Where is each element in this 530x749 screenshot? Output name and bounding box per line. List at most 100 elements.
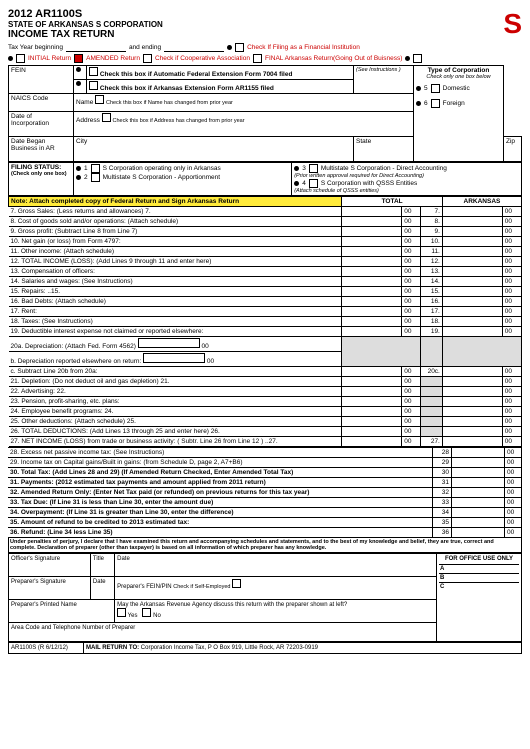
- line-21-ar[interactable]: [442, 377, 502, 387]
- cents: 00: [402, 387, 421, 397]
- line-15-total[interactable]: [342, 287, 402, 297]
- filing-1-checkbox[interactable]: [91, 164, 100, 173]
- line-29-val[interactable]: [452, 458, 505, 468]
- line-13-ar[interactable]: [442, 267, 502, 277]
- yes-label: Yes: [128, 613, 138, 619]
- line-12-ar[interactable]: [442, 257, 502, 267]
- line-9-ar[interactable]: [442, 227, 502, 237]
- line-8-total[interactable]: [342, 217, 402, 227]
- line-35-val[interactable]: [452, 518, 505, 528]
- self-employed-label: Check if Self-Employed: [173, 584, 230, 590]
- initial-return-checkbox[interactable]: [16, 54, 25, 63]
- line-25-ar[interactable]: [442, 417, 502, 427]
- line-26-ar[interactable]: [442, 427, 502, 437]
- line-22-ar[interactable]: [442, 387, 502, 397]
- line-7-ar[interactable]: [442, 207, 502, 217]
- yes-checkbox[interactable]: [117, 608, 126, 617]
- line-26-total[interactable]: [342, 427, 402, 437]
- line-22-total[interactable]: [342, 387, 402, 397]
- line-30-val[interactable]: [452, 468, 505, 478]
- line-28-val[interactable]: [452, 448, 505, 458]
- line-14-ar[interactable]: [442, 277, 502, 287]
- line-12-total[interactable]: [342, 257, 402, 267]
- line-18-total[interactable]: [342, 317, 402, 327]
- line-24-ar[interactable]: [442, 407, 502, 417]
- zip-label: Zip: [506, 138, 515, 145]
- coop-checkbox[interactable]: [143, 54, 152, 63]
- line-24-total[interactable]: [342, 407, 402, 417]
- line-15-ar[interactable]: [442, 287, 502, 297]
- domestic-checkbox[interactable]: [431, 84, 440, 93]
- cents: 00: [502, 307, 521, 317]
- line-36-val[interactable]: [452, 528, 505, 538]
- no-label: No: [153, 613, 161, 619]
- line-27-total[interactable]: [342, 437, 402, 447]
- cents: 00: [402, 207, 421, 217]
- line-20b-input[interactable]: [143, 353, 205, 363]
- addr-changed-checkbox[interactable]: [102, 113, 111, 122]
- line-35: 35. Amount of refund to be credited to 2…: [8, 518, 433, 528]
- cents: 00: [402, 227, 421, 237]
- line-11-ar[interactable]: [442, 247, 502, 257]
- line-8-ar[interactable]: [442, 217, 502, 227]
- name-changed-checkbox[interactable]: [95, 95, 104, 104]
- line-16-ar[interactable]: [442, 297, 502, 307]
- no-checkbox[interactable]: [142, 608, 151, 617]
- line-11-num: 11.: [421, 247, 442, 257]
- ar-ext-checkbox[interactable]: [89, 81, 98, 90]
- line-17-ar[interactable]: [442, 307, 502, 317]
- tax-year-begin-input[interactable]: [66, 43, 126, 52]
- mail-address: Corporation Income Tax, P O Box 919, Lit…: [141, 645, 318, 651]
- line-10-total[interactable]: [342, 237, 402, 247]
- line-23-total[interactable]: [342, 397, 402, 407]
- line-11-total[interactable]: [342, 247, 402, 257]
- line-16-total[interactable]: [342, 297, 402, 307]
- final-return-checkbox[interactable]: [253, 54, 262, 63]
- line-21: 21. Depletion: (Do not deduct oil and ga…: [9, 377, 342, 387]
- see-instructions-label: (See Instructions ): [356, 67, 401, 73]
- line-19-ar[interactable]: [442, 327, 502, 337]
- line-32-val[interactable]: [452, 488, 505, 498]
- line-18-ar[interactable]: [442, 317, 502, 327]
- line-31-val[interactable]: [452, 478, 505, 488]
- state-line: STATE OF ARKANSAS S CORPORATION: [8, 20, 163, 29]
- tax-year-end-input[interactable]: [164, 43, 224, 52]
- line-23-ar[interactable]: [442, 397, 502, 407]
- amended-return-checkbox[interactable]: [74, 54, 83, 63]
- line-13-total[interactable]: [342, 267, 402, 277]
- filing-4-checkbox[interactable]: [309, 179, 318, 188]
- cents: 00: [502, 267, 521, 277]
- preparer-sig-label: Preparer's Signature: [11, 579, 66, 585]
- doi-input[interactable]: [11, 127, 71, 135]
- line-25-total[interactable]: [342, 417, 402, 427]
- line-9-total[interactable]: [342, 227, 402, 237]
- line-20a-input[interactable]: [138, 338, 200, 348]
- gray-block: [342, 337, 421, 367]
- financial-institution-checkbox[interactable]: [235, 43, 244, 52]
- cents: 00: [402, 327, 421, 337]
- fed-ext-checkbox[interactable]: [89, 67, 98, 76]
- line-7-total[interactable]: [342, 207, 402, 217]
- line-27-ar[interactable]: [442, 437, 502, 447]
- line-21-total[interactable]: [342, 377, 402, 387]
- line-33-val[interactable]: [452, 498, 505, 508]
- line-20c-ar[interactable]: [442, 367, 502, 377]
- filing-2-checkbox[interactable]: [91, 173, 100, 182]
- foreign-checkbox[interactable]: [431, 99, 440, 108]
- dbar-input[interactable]: [11, 152, 71, 160]
- fein-input[interactable]: [11, 74, 71, 84]
- line-14-total[interactable]: [342, 277, 402, 287]
- line-8-num: 8.: [421, 217, 442, 227]
- naics-input[interactable]: [11, 102, 71, 110]
- line-34-val[interactable]: [452, 508, 505, 518]
- line-19-total[interactable]: [342, 327, 402, 337]
- line-17-total[interactable]: [342, 307, 402, 317]
- filing-3-checkbox[interactable]: [309, 164, 318, 173]
- line-20c-total[interactable]: [342, 367, 402, 377]
- line-26: 26. TOTAL DEDUCTIONS: (Add Lines 13 thro…: [9, 427, 342, 437]
- line-17: 17. Rent:: [9, 307, 342, 317]
- self-employed-checkbox[interactable]: [232, 579, 241, 588]
- extra-checkbox[interactable]: [413, 54, 422, 63]
- date-label: Date: [117, 556, 130, 562]
- line-10-ar[interactable]: [442, 237, 502, 247]
